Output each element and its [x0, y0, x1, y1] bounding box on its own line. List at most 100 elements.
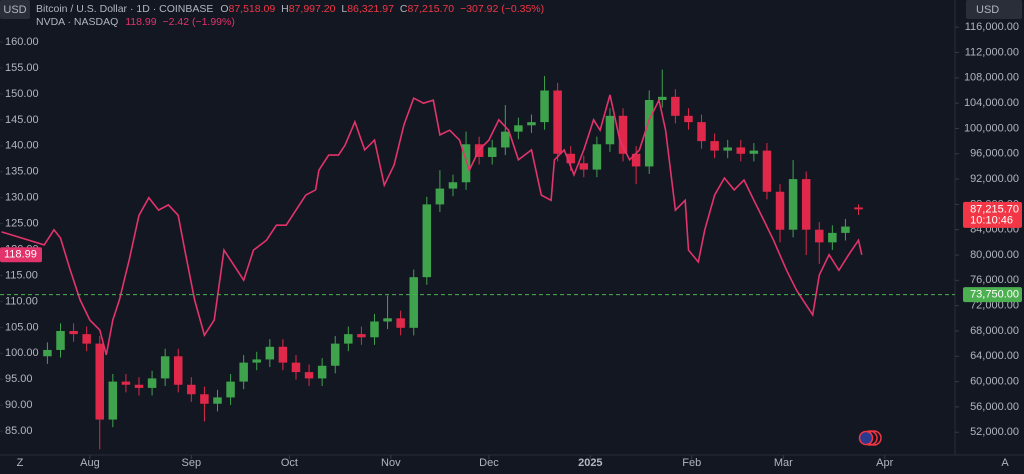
last-value: 118.99	[125, 16, 156, 28]
y2-tick-label: 64,000.00	[970, 350, 1019, 362]
candle-body	[304, 372, 314, 379]
y2-tick-label: 104,000.00	[964, 97, 1019, 109]
y2-tick-label: 60,000.00	[970, 375, 1019, 387]
candle-body	[579, 163, 589, 170]
candle-body	[671, 96, 680, 116]
y2-tick-label: 76,000.00	[970, 274, 1019, 286]
y-tick-label: 115.00	[5, 269, 38, 281]
candle-body	[697, 122, 706, 142]
legend-line: Bitcoin / U.S. Dollar · 1D · COINBASE O8…	[36, 3, 544, 15]
candle-body	[56, 330, 65, 350]
y2-tick-label: 96,000.00	[970, 148, 1019, 160]
y-tick-label: 150.00	[5, 88, 39, 100]
y-tick-label: 145.00	[5, 114, 39, 126]
candle-body	[344, 334, 353, 344]
legend-line: NVDA · NASDAQ 118.99 −2.42 (−1.99%)	[36, 16, 235, 28]
x-tick-label: Apr	[876, 457, 893, 469]
price-label: 73,750.00	[970, 288, 1019, 300]
currency-button[interactable]	[0, 0, 30, 19]
countdown: 10:10:46	[970, 214, 1013, 226]
ohlc-key: C	[400, 3, 408, 15]
candle-body	[213, 397, 222, 404]
candle-body	[448, 182, 458, 189]
candle-body	[226, 381, 235, 398]
candle-body	[370, 321, 379, 338]
scale-button[interactable]: A	[1001, 457, 1009, 469]
candle-body	[841, 226, 850, 233]
candle-body	[330, 343, 340, 366]
candle-body	[160, 356, 170, 379]
candle-body	[658, 96, 667, 100]
candle-body	[501, 131, 510, 148]
change: −2.42 (−1.99%)	[162, 16, 234, 28]
candle-body	[828, 232, 837, 243]
candle-body	[749, 150, 759, 154]
candle-body	[631, 153, 641, 167]
candle-body	[514, 125, 523, 132]
candle-body	[82, 334, 91, 344]
candle-body	[121, 381, 131, 385]
candle-body	[396, 318, 405, 328]
icon-flag	[858, 430, 874, 446]
ohlc-value: 87,215.70	[407, 3, 454, 15]
candle-body	[566, 153, 575, 164]
y-tick-label: 125.00	[5, 218, 39, 230]
y2-tick-label: 112,000.00	[965, 46, 1019, 58]
currency-button[interactable]	[966, 0, 1022, 19]
y2-tick-label: 108,000.00	[964, 72, 1019, 84]
y2-tick-label: 72,000.00	[970, 300, 1019, 312]
y-tick-label: 105.00	[5, 321, 39, 333]
y-tick-label: 135.00	[5, 166, 39, 178]
price-label-box	[0, 247, 42, 263]
ohlc-key: H	[281, 3, 289, 15]
x-tick-label: Sep	[182, 457, 202, 469]
x-tick-label: Dec	[479, 457, 499, 469]
candle-body	[527, 122, 536, 126]
y-tick-label: 160.00	[5, 36, 39, 48]
candle-body	[200, 394, 209, 404]
candle-body	[317, 365, 327, 379]
ohlc-value: 87,997.20	[289, 3, 336, 15]
currency-label: USD	[3, 4, 26, 16]
candle-body	[278, 346, 288, 363]
series-name: Bitcoin / U.S. Dollar · 1D · COINBASE	[36, 3, 213, 15]
candle-body	[435, 188, 445, 205]
y-tick-label: 90.00	[5, 399, 33, 411]
ohlc-value: 87,518.09	[228, 3, 275, 15]
candle-body	[553, 90, 562, 154]
candle-body	[710, 141, 719, 151]
candle-body	[134, 384, 144, 388]
candle-body	[291, 362, 301, 373]
y2-tick-label: 80,000.00	[970, 249, 1019, 261]
candle-body	[540, 90, 549, 123]
candle-body	[409, 277, 418, 328]
x-tick-label: Mar	[774, 457, 793, 469]
currency-label: USD	[976, 4, 999, 16]
scale-button[interactable]: Z	[17, 457, 24, 469]
candle-body	[736, 147, 746, 154]
candle-body	[487, 147, 497, 157]
y-tick-label: 110.00	[5, 295, 38, 307]
x-tick-label: Aug	[80, 457, 100, 469]
candle-body	[422, 204, 432, 278]
x-tick-label: 2025	[578, 457, 602, 469]
price-label: 118.99	[4, 249, 37, 261]
candle-body	[69, 330, 78, 335]
y-tick-label: 140.00	[5, 140, 39, 152]
candle-body	[187, 384, 196, 395]
x-tick-label: Nov	[381, 457, 401, 469]
plot-area	[0, 26, 959, 459]
price-label-box	[963, 201, 1022, 228]
candle-body	[147, 378, 157, 388]
ohlc-value: 86,321.97	[347, 3, 394, 15]
candle-body	[239, 362, 248, 382]
event-icon	[858, 430, 882, 446]
price-label: 87,215.70	[970, 203, 1019, 215]
y2-tick-label: 56,000.00	[970, 401, 1019, 413]
candle-body	[173, 356, 183, 385]
y2-tick-label: 68,000.00	[970, 325, 1019, 337]
y2-tick-label: 100,000.00	[964, 122, 1019, 134]
